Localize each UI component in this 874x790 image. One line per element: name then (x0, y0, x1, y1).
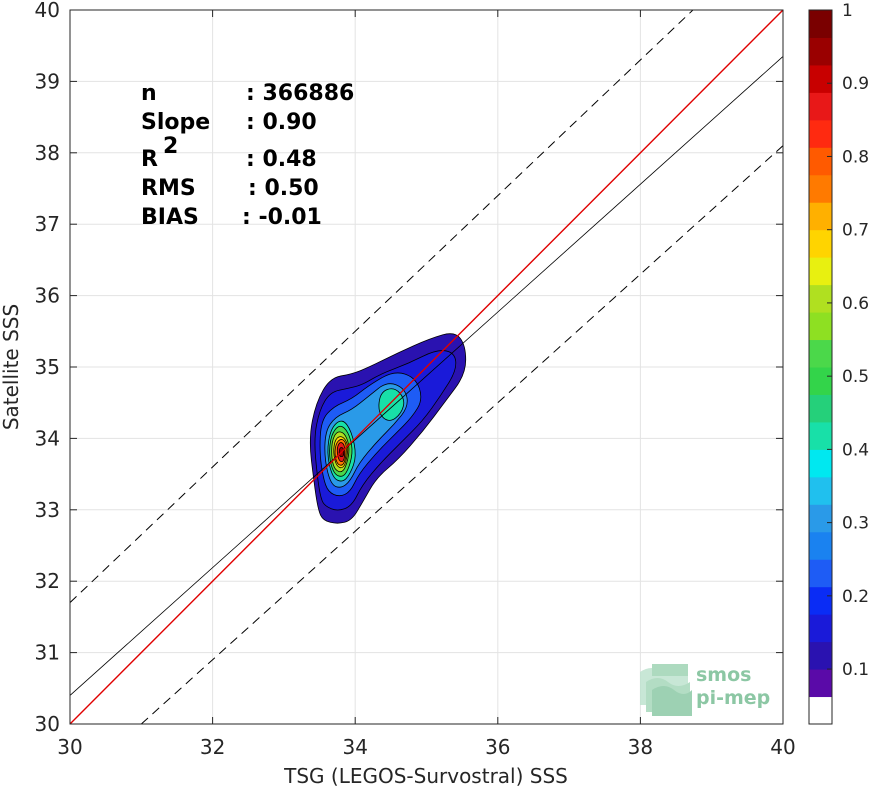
stat-value-slope: : 0.90 (246, 110, 317, 135)
stat-label-r: R (141, 147, 158, 172)
y-tick-label: 39 (35, 69, 60, 93)
y-tick-label: 31 (35, 641, 60, 665)
colorbar-tick-label: 0.9 (842, 74, 869, 94)
y-tick-label: 34 (35, 426, 60, 450)
y-tick-label: 40 (35, 0, 60, 22)
smos-pi-mep-logo: smos pi-mep (640, 664, 770, 716)
y-tick-label: 37 (35, 212, 60, 236)
colorbar-segment (809, 504, 832, 533)
colorbar-segment (809, 339, 832, 368)
x-tick-label: 38 (628, 735, 653, 759)
x-tick-label: 40 (770, 735, 795, 759)
colorbar-segment (809, 421, 832, 450)
colorbar-segment (809, 257, 832, 286)
colorbar-segment (809, 312, 832, 341)
colorbar-segment (809, 284, 832, 313)
stat-label-slope: Slope (141, 110, 210, 135)
reference-lines (70, 10, 783, 724)
colorbar-tick-label: 1 (842, 1, 853, 21)
colorbar-segment (809, 202, 832, 231)
colorbar-segment (809, 174, 832, 203)
colorbar-segment (809, 614, 832, 643)
colorbar-tick-label: 0.3 (842, 514, 869, 534)
colorbar-segment (809, 449, 832, 478)
y-tick-label: 30 (35, 712, 60, 736)
colorbar-tick-label: 0.7 (842, 221, 869, 241)
y-tick-label: 32 (35, 569, 60, 593)
colorbar-segment (809, 119, 832, 148)
colorbar-frame (808, 9, 833, 725)
stat-label-rms: RMS (141, 176, 196, 201)
y-tick-label: 38 (35, 141, 60, 165)
colorbar-tick-label: 0.1 (842, 660, 869, 680)
colorbar-tick-label: 0.8 (842, 147, 869, 167)
x-axis-ticks: 30 32 34 36 38 40 (57, 10, 796, 759)
stat-value-bias: : -0.01 (242, 205, 322, 230)
colorbar-segment (809, 641, 832, 670)
colorbar-segment (809, 586, 832, 615)
logo-line-2: pi-mep (696, 687, 770, 709)
colorbar-labels: 0.1 0.2 0.3 0.4 0.5 0.6 0.7 0.8 0.9 1 (827, 1, 869, 680)
colorbar-segment (809, 476, 832, 505)
colorbar-tick-label: 0.2 (842, 587, 869, 607)
x-tick-label: 34 (342, 735, 367, 759)
colorbar-segment (809, 64, 832, 93)
x-tick-label: 30 (57, 735, 82, 759)
colorbar-tick-label: 0.4 (842, 440, 869, 460)
identity-line (70, 10, 783, 724)
colorbar-segment (809, 669, 832, 698)
grid (69, 9, 784, 725)
colorbar-segment (809, 367, 832, 395)
y-axis-title: Satellite SSS (0, 304, 23, 430)
stat-value-n: : 366886 (246, 81, 354, 106)
colorbar-segment (809, 696, 832, 725)
regression-fit-line (70, 56, 783, 696)
stats-annotation: n : 366886 Slope : 0.90 R2 : 0.48 RMS : 0.50 BIA… (141, 81, 354, 230)
stat-label-bias: BIAS (141, 205, 199, 230)
x-tick-label: 32 (200, 735, 225, 759)
logo-waves-icon (640, 664, 692, 716)
stat-superscript: 2 (163, 134, 178, 159)
stat-value-rms: : 0.50 (248, 176, 319, 201)
colorbar-segment (809, 531, 832, 560)
colorbar-segment (809, 394, 832, 423)
y-tick-label: 33 (35, 498, 60, 522)
colorbar-segment (809, 229, 832, 258)
density-contours (309, 333, 467, 524)
colorbar-tick-label: 0.6 (842, 294, 869, 314)
colorbar (809, 10, 832, 725)
colorbar-tick-label: 0.5 (842, 367, 869, 387)
y-axis-ticks: 30 31 32 33 34 35 36 37 38 39 40 (35, 0, 783, 736)
x-tick-label: 36 (485, 735, 510, 759)
stat-value-r: : 0.48 (246, 147, 317, 172)
colorbar-segment (809, 10, 832, 38)
y-tick-label: 35 (35, 355, 60, 379)
colorbar-segment (809, 37, 832, 66)
x-axis-title: TSG (LEGOS-Survostral) SSS (283, 764, 568, 788)
colorbar-segment (809, 147, 832, 176)
colorbar-segment (809, 92, 832, 121)
logo-line-1: smos (696, 664, 751, 686)
colorbar-segment (809, 559, 832, 588)
y-tick-label: 36 (35, 284, 60, 308)
stat-label-n: n (141, 81, 157, 106)
confidence-bound-line-1 (140, 145, 783, 724)
